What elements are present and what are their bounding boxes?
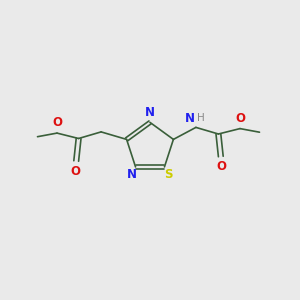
Text: O: O — [52, 116, 62, 129]
Text: O: O — [216, 160, 226, 173]
Text: O: O — [235, 112, 245, 125]
Text: N: N — [127, 168, 137, 182]
Text: S: S — [164, 168, 172, 182]
Text: O: O — [70, 165, 81, 178]
Text: N: N — [185, 112, 195, 125]
Text: H: H — [197, 113, 205, 124]
Text: N: N — [145, 106, 155, 118]
